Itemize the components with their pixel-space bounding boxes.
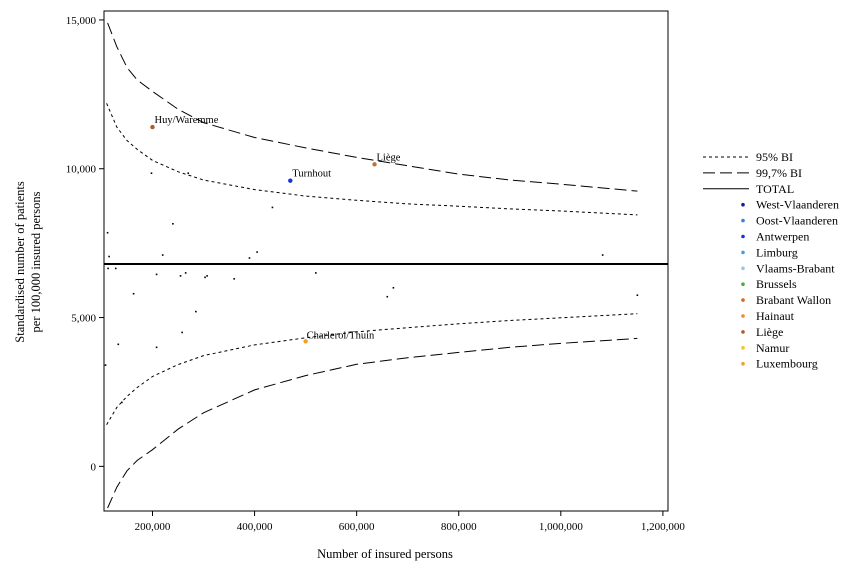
y-axis-label-line2: per 100,000 insured persons [29,191,43,332]
highlight-point [288,178,293,183]
legend-region-label: Namur [756,341,789,355]
legend-region-label: Antwerpen [756,230,809,244]
x-tick-label: 1,000,000 [539,521,584,533]
legend: 95% BI 99,7% BI TOTAL West-Vlaanderen Oost-V… [703,150,839,371]
y-tick-label: 15,000 [66,15,97,27]
data-point [233,278,235,280]
legend-line-label: 99,7% BI [756,166,802,180]
highlight-point [303,339,308,344]
data-point [150,172,153,175]
highlight-point [372,162,377,167]
legend-marker [741,330,745,334]
legend-marker [741,202,745,207]
y-tick-label: 10,000 [66,164,97,176]
data-point [315,272,317,274]
data-point [172,222,174,225]
y-tick-label: 0 [91,461,97,473]
highlight-label: Charleroi/Thuin [307,330,375,341]
legend-region-label: Brabant Wallon [756,293,831,307]
legend-region-label: Liège [756,325,783,339]
y-axis-label-line1: Standardised number of patients [13,181,27,343]
legend-region-label: Luxembourg [756,357,818,371]
data-point [155,346,158,349]
data-point [195,310,197,313]
data-point [256,251,258,253]
data-point [155,273,158,276]
data-point [271,206,274,209]
legend-marker [741,234,745,239]
data-point [386,295,389,298]
data-point [184,272,187,274]
data-point [114,267,117,270]
legend-marker [741,314,745,318]
data-point [392,286,395,289]
x-tick-label: 200,000 [135,521,171,533]
legend-region-label: West-Vlaanderen [756,198,839,212]
data-point [107,267,109,270]
data-point [108,255,110,258]
legend-marker [741,298,745,302]
highlight-label: Turnhout [292,169,331,180]
ci997-lower-line [107,337,638,509]
highlight-label: Liège [377,152,401,163]
legend-region-label: Hainaut [756,309,795,323]
data-point [636,294,639,297]
data-point [117,343,120,346]
data-point [187,172,190,175]
plot-frame [103,10,669,512]
data-point [248,257,251,259]
plot-area: Huy/Waremme Turnhout Liège Charleroi/Thuin [104,22,668,509]
legend-region-label: Vlaams-Brabant [756,261,835,275]
data-point [121,401,123,404]
legend-marker [741,266,745,271]
legend-line-label: TOTAL [756,182,794,196]
data-point [601,254,604,256]
legend-region-label: Limburg [756,245,798,259]
data-point [106,231,109,234]
legend-marker [741,218,745,223]
y-tick-label: 5,000 [71,313,96,325]
data-point [132,292,135,295]
data-point [179,275,182,277]
highlight-label: Huy/Waremme [154,115,218,126]
data-point [204,276,206,279]
data-point [206,275,208,277]
x-tick-label: 600,000 [339,521,375,533]
legend-marker [741,250,745,255]
data-point [181,331,183,334]
legend-region-label: Oost-Vlaanderen [756,214,838,228]
ci95-lower-line [106,313,638,425]
x-tick-label: 400,000 [237,521,273,533]
legend-region-label: Brussels [756,277,797,291]
x-tick-label: 800,000 [441,521,477,533]
highlight-point [150,124,155,130]
legend-marker [741,361,745,366]
data-point [104,364,107,366]
data-point [161,254,164,256]
legend-marker [741,282,745,287]
axes: 200,000 400,000 600,000 800,000 1,000,000 1,2… [66,10,686,533]
x-axis-label: Number of insured persons [317,547,453,561]
x-tick-label: 1,200,000 [641,521,686,533]
legend-marker [741,346,745,350]
ci997-upper-line [107,22,638,192]
legend-line-label: 95% BI [756,150,793,164]
ci95-upper-line [106,103,638,216]
